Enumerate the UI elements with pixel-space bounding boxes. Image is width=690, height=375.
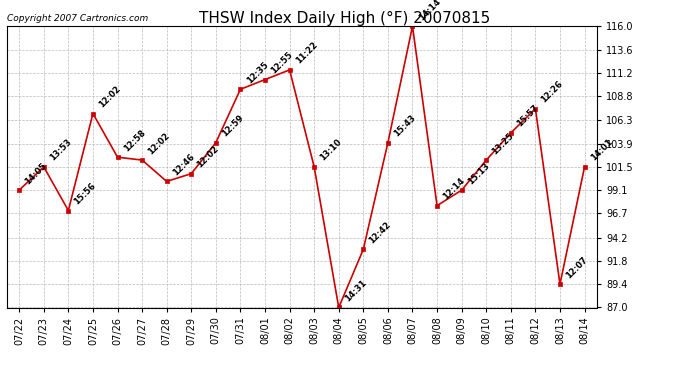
Text: 14:05: 14:05 — [23, 161, 48, 186]
Text: Copyright 2007 Cartronics.com: Copyright 2007 Cartronics.com — [7, 14, 148, 23]
Text: 11:22: 11:22 — [294, 40, 319, 66]
Text: 12:42: 12:42 — [368, 220, 393, 245]
Text: 12:55: 12:55 — [269, 50, 295, 75]
Text: 13:53: 13:53 — [48, 138, 73, 163]
Text: 14:01: 14:01 — [589, 137, 614, 163]
Text: 12:02: 12:02 — [97, 84, 122, 110]
Text: 12:59: 12:59 — [220, 113, 245, 138]
Text: 12:14: 12:14 — [441, 176, 466, 201]
Text: 12:46: 12:46 — [171, 152, 196, 177]
Text: THSW Index Daily High (°F) 20070815: THSW Index Daily High (°F) 20070815 — [199, 11, 491, 26]
Text: 15:57: 15:57 — [515, 104, 540, 129]
Text: 12:58: 12:58 — [121, 128, 147, 153]
Text: 15:56: 15:56 — [72, 181, 98, 206]
Text: 12:26: 12:26 — [540, 79, 565, 105]
Text: 12:35: 12:35 — [244, 60, 270, 85]
Text: 15:13: 15:13 — [466, 161, 491, 186]
Text: 15:43: 15:43 — [392, 113, 417, 138]
Text: 14:14: 14:14 — [417, 0, 442, 22]
Text: 12:02: 12:02 — [195, 144, 221, 170]
Text: 12:02: 12:02 — [146, 130, 172, 156]
Text: 13:10: 13:10 — [318, 138, 344, 163]
Text: 13:25: 13:25 — [491, 130, 515, 156]
Text: 14:31: 14:31 — [343, 278, 368, 303]
Text: 12:07: 12:07 — [564, 255, 589, 280]
